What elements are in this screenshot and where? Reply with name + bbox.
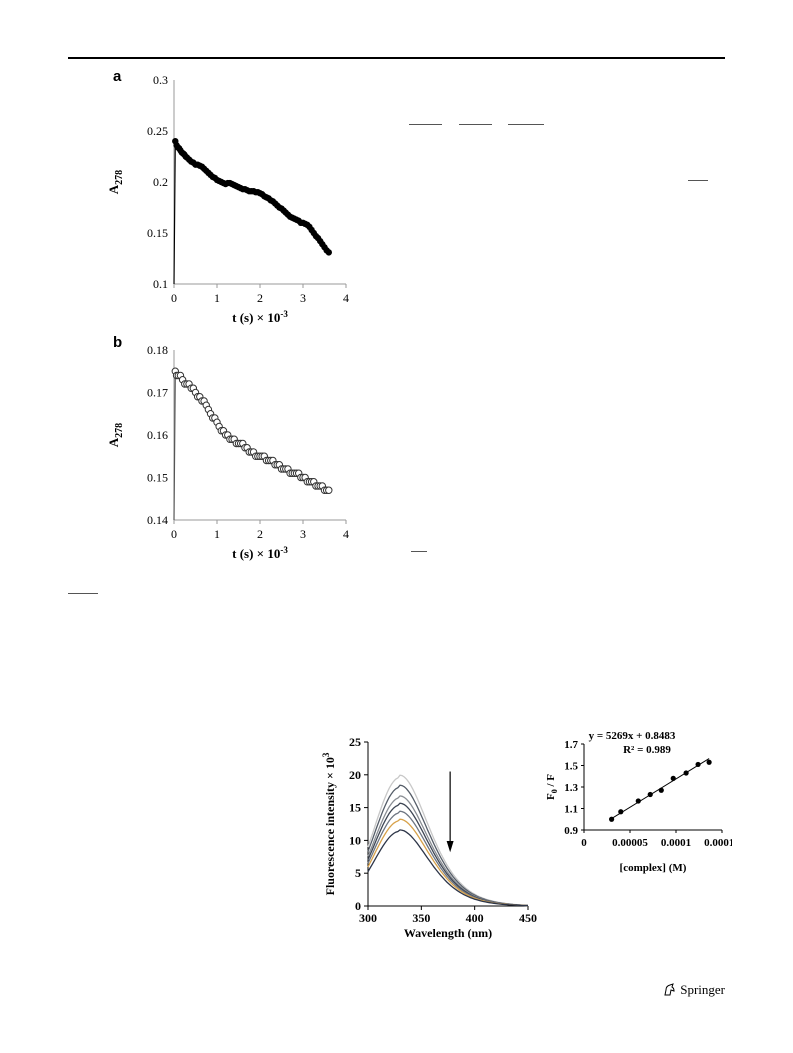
y-tick-label: 1.5 — [564, 761, 578, 773]
publisher-name: Springer — [680, 982, 725, 997]
r-squared: R² = 0.989 — [623, 744, 671, 756]
x-tick-label: 0.0001 — [661, 837, 691, 849]
y-tick-label: 0.18 — [147, 343, 168, 357]
x-tick-label: 0 — [171, 291, 177, 305]
spectrum-line — [367, 829, 528, 907]
y-tick-label: 0.15 — [147, 471, 168, 485]
y-tick-label: 0.1 — [153, 277, 168, 291]
chart-stern-volmer: 0.9 1.1 1.3 1.5 1.7 0 0.00005 0.0001 0.00015 y = … — [545, 730, 732, 874]
divider-line — [459, 124, 492, 125]
y-tick-label: 1.3 — [564, 782, 578, 794]
x-tick-label: 1 — [214, 527, 220, 541]
divider-line — [409, 124, 442, 125]
y-tick-label: 5 — [355, 866, 361, 880]
x-tick-label: 0.00015 — [704, 837, 732, 849]
x-axis-label: [complex] (M) — [620, 862, 687, 874]
y-tick-label: 0.15 — [147, 226, 168, 240]
x-tick-label: 300 — [359, 911, 377, 925]
x-tick-label: 2 — [257, 527, 263, 541]
y-tick-label: 0.16 — [147, 428, 168, 442]
fit-equation: y = 5269x + 0.8483 — [589, 730, 676, 742]
spectrum-line — [367, 795, 529, 907]
spectrum-line — [367, 818, 529, 907]
page-top-rule — [68, 57, 725, 59]
arrow-down-icon — [446, 840, 454, 853]
chart-a: 0.1 0.15 0.2 0.25 0.3 0 1 2 3 4 t (s) × 10-3 A278 — [106, 73, 349, 325]
y-axis-label: A278 — [106, 170, 125, 194]
y-axis-label: Fluorescence intensity × 103 — [321, 752, 337, 895]
x-tick-label: 3 — [300, 291, 306, 305]
x-tick-label: 0 — [171, 527, 177, 541]
y-tick-label: 0.9 — [564, 825, 578, 837]
x-tick-label: 0.00005 — [612, 837, 648, 849]
data-point — [635, 798, 641, 804]
y-tick-label: 1.1 — [564, 804, 578, 816]
divider-line — [68, 593, 98, 594]
y-tick-label: 25 — [349, 735, 361, 749]
divider-line — [508, 124, 544, 125]
y-axis-label: A278 — [106, 423, 125, 447]
data-point — [658, 787, 664, 793]
x-tick-label: 4 — [343, 527, 349, 541]
chart-fluorescence: 0 5 10 15 20 25 300 350 400 450 Wavelength (nm) Flu… — [321, 735, 537, 940]
spectrum-line — [367, 802, 529, 907]
y-tick-label: 10 — [349, 833, 361, 847]
y-tick-label: 0.14 — [147, 513, 168, 527]
x-axis-label: t (s) × 10-3 — [232, 545, 288, 561]
y-tick-label: 20 — [349, 768, 361, 782]
x-axis-label: t (s) × 10-3 — [232, 309, 288, 325]
x-tick-label: 350 — [412, 911, 430, 925]
data-point — [706, 759, 712, 765]
x-tick-label: 4 — [343, 291, 349, 305]
data-point — [609, 816, 615, 822]
springer-horse-icon — [664, 983, 675, 996]
y-tick-label: 0.2 — [153, 175, 168, 189]
data-point — [325, 249, 332, 256]
chart-b: 0.14 0.15 0.16 0.17 0.18 0 1 2 3 4 t (s) × 10-3 A27… — [106, 343, 349, 561]
y-tick-label: 15 — [349, 801, 361, 815]
x-tick-label: 450 — [519, 911, 537, 925]
data-point — [647, 791, 653, 798]
y-axis-label: F0 / F — [545, 774, 559, 800]
spectrum-line — [367, 774, 529, 907]
data-point — [695, 761, 701, 768]
data-point — [325, 486, 333, 494]
y-tick-label: 0.25 — [147, 124, 168, 138]
y-tick-label: 0.3 — [153, 73, 168, 87]
x-axis-label: Wavelength (nm) — [404, 926, 492, 940]
publisher-logo: Springer — [662, 982, 725, 998]
data-point — [683, 770, 689, 776]
x-tick-label: 3 — [300, 527, 306, 541]
data-point — [618, 809, 624, 815]
y-tick-label: 0.17 — [147, 386, 168, 400]
x-tick-label: 1 — [214, 291, 220, 305]
divider-line — [411, 551, 427, 552]
x-tick-label: 2 — [257, 291, 263, 305]
y-tick-label: 1.7 — [564, 739, 578, 751]
y-tick-label: 0 — [355, 899, 361, 913]
panel-label-a: a — [113, 68, 122, 85]
panel-label-b: b — [113, 334, 123, 351]
x-tick-label: 400 — [466, 911, 484, 925]
x-tick-label: 0 — [581, 837, 587, 849]
divider-line — [688, 180, 708, 181]
data-point — [670, 775, 676, 781]
